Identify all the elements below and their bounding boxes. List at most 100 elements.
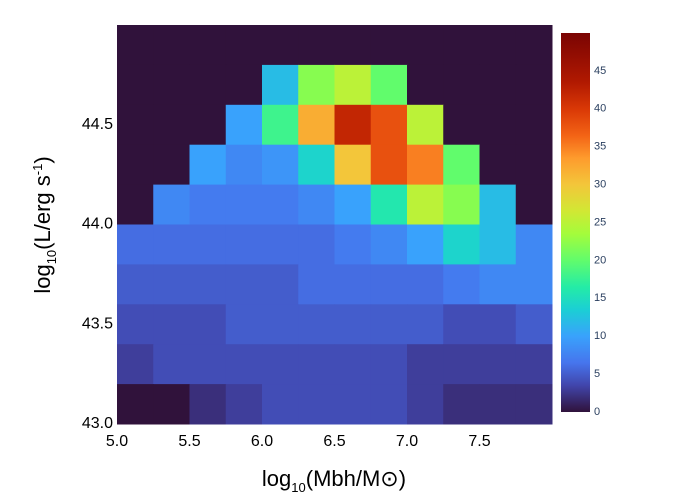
- heatmap-cell: [334, 344, 372, 385]
- heatmap-cell: [407, 384, 444, 425]
- heatmap-cell: [153, 264, 190, 305]
- heatmap-cell: [117, 104, 154, 146]
- heatmap-cell: [153, 184, 190, 225]
- heatmap-cell: [189, 104, 227, 146]
- heatmap-cell: [262, 304, 299, 345]
- heatmap-cell: [515, 304, 553, 345]
- heatmap-cell: [298, 344, 335, 385]
- heatmap-cell: [262, 64, 299, 106]
- heatmap-cell: [443, 64, 480, 106]
- colorbar-tick-label: 5: [594, 368, 600, 380]
- heatmap-cell: [225, 144, 263, 186]
- heatmap-cell: [407, 224, 444, 265]
- heatmap-cell: [334, 64, 372, 106]
- x-tick-label: 7.5: [468, 433, 490, 450]
- heatmap-cell: [443, 264, 480, 305]
- heatmap-cell: [370, 304, 408, 345]
- heatmap-cell: [225, 25, 263, 66]
- x-tick-label: 6.0: [251, 433, 273, 450]
- heatmap-cell: [479, 384, 517, 425]
- heatmap-cell: [479, 25, 517, 66]
- heatmap-cell: [515, 144, 553, 186]
- y-tick-label: 44.5: [82, 116, 113, 133]
- y-axis-label: log10(L/erg s-1): [30, 156, 59, 293]
- colorbar-tick-label: 20: [594, 254, 606, 266]
- heatmap-cell: [117, 144, 154, 186]
- heatmap-cell: [407, 104, 444, 146]
- heatmap-cell: [225, 344, 263, 385]
- heatmap-cell: [407, 64, 444, 106]
- heatmap-cell: [479, 64, 517, 106]
- heatmap-cell: [515, 64, 553, 106]
- heatmap-cell: [334, 384, 372, 425]
- heatmap-cell: [407, 264, 444, 305]
- x-tick-label: 5.5: [178, 433, 200, 450]
- heatmap-cell: [515, 25, 553, 66]
- heatmap-cell: [515, 224, 553, 265]
- heatmap-cell: [262, 224, 299, 265]
- heatmap-cell: [153, 344, 190, 385]
- heatmap-cell: [334, 25, 372, 66]
- heatmap-cell: [117, 264, 154, 305]
- heatmap-cell: [407, 344, 444, 385]
- heatmap-cell: [443, 384, 480, 425]
- x-tick-label: 6.5: [323, 433, 345, 450]
- heatmap-cell: [298, 25, 335, 66]
- colorbar-tick-label: 35: [594, 141, 606, 153]
- heatmap-cell: [334, 144, 372, 186]
- heatmap-cell: [262, 344, 299, 385]
- heatmap-cell: [479, 264, 517, 305]
- heatmap-cell: [370, 64, 408, 106]
- heatmap-cell: [189, 264, 227, 305]
- heatmap-cell: [153, 304, 190, 345]
- heatmap-cell: [407, 144, 444, 186]
- heatmap-cell: [189, 25, 227, 66]
- heatmap-cell: [117, 224, 154, 265]
- heatmap-cell: [443, 344, 480, 385]
- heatmap-cell: [225, 64, 263, 106]
- colorbar-tick-label: 45: [594, 65, 606, 77]
- heatmap-cell: [370, 384, 408, 425]
- heatmap-cell: [262, 264, 299, 305]
- heatmap-cell: [117, 184, 154, 225]
- heatmap-cell: [515, 104, 553, 146]
- heatmap-cell: [443, 25, 480, 66]
- heatmap-cell: [117, 25, 154, 66]
- heatmap-cell: [225, 184, 263, 225]
- heatmap-cell: [370, 264, 408, 305]
- heatmap-cell: [189, 184, 227, 225]
- heatmap-cell: [370, 224, 408, 265]
- heatmap-cell: [370, 25, 408, 66]
- y-tick-label: 43.5: [82, 315, 113, 332]
- colorbar-tick-label: 0: [594, 406, 600, 418]
- heatmap-cell: [225, 104, 263, 146]
- heatmap-cell: [370, 144, 408, 186]
- colorbar-tick-label: 30: [594, 179, 606, 191]
- heatmap-cell: [443, 184, 480, 225]
- heatmap-cell: [153, 384, 190, 425]
- colorbar-tick-label: 40: [594, 103, 606, 115]
- heatmap-cell: [189, 304, 227, 345]
- heatmap-cell: [443, 144, 480, 186]
- heatmap-cell: [515, 344, 553, 385]
- heatmap-cell: [370, 344, 408, 385]
- heatmap-cell: [298, 104, 335, 146]
- heatmap-cell: [479, 144, 517, 186]
- heatmap-cell: [225, 264, 263, 305]
- heatmap-cell: [443, 104, 480, 146]
- heatmap-cell: [298, 224, 335, 265]
- heatmap-cell: [262, 384, 299, 425]
- heatmap-cell: [153, 224, 190, 265]
- heatmap-cell: [479, 104, 517, 146]
- heatmap-cell: [407, 184, 444, 225]
- heatmap-cell: [479, 304, 517, 345]
- heatmap-cell: [515, 184, 553, 225]
- heatmap-cell: [153, 144, 190, 186]
- colorbar-tick-label: 10: [594, 330, 606, 342]
- heatmap-cell: [189, 384, 227, 425]
- heatmap-cell: [479, 224, 517, 265]
- heatmap-cell: [370, 104, 408, 146]
- heatmap-cell: [515, 264, 553, 305]
- heatmap-cell: [334, 104, 372, 146]
